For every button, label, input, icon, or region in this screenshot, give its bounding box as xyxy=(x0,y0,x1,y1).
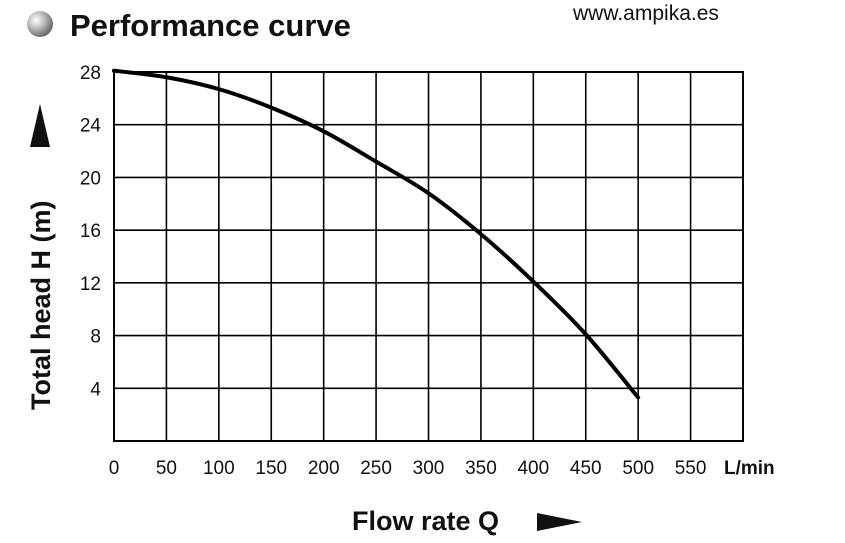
x-tick-label: 400 xyxy=(517,458,549,479)
x-tick-label: 100 xyxy=(203,458,235,479)
y-tick-label: 16 xyxy=(80,221,101,242)
y-tick-label: 12 xyxy=(80,274,101,295)
chart-title: Performance curve xyxy=(70,8,351,43)
x-tick-label: 150 xyxy=(255,458,287,479)
performance-curve-line xyxy=(112,68,641,400)
x-tick-label: 350 xyxy=(465,458,497,479)
curve-layer xyxy=(112,68,641,400)
arrow-up-icon xyxy=(30,104,50,147)
x-unit-label: L/min xyxy=(724,458,775,479)
x-tick-label: 0 xyxy=(109,458,120,479)
x-axis-title: Flow rate Q xyxy=(352,506,499,536)
y-tick-label: 24 xyxy=(80,116,102,137)
y-tick-label: 20 xyxy=(80,168,101,189)
x-tick-label: 500 xyxy=(622,458,654,479)
x-tick-label: 300 xyxy=(413,458,445,479)
gray-sphere-icon xyxy=(27,11,53,37)
x-tick-label: 250 xyxy=(360,458,392,479)
x-tick-label: 450 xyxy=(570,458,602,479)
y-tick-label: 8 xyxy=(90,327,101,348)
x-tick-label: 550 xyxy=(675,458,707,479)
arrow-right-icon xyxy=(537,513,582,531)
y-tick-label: 28 xyxy=(80,63,101,84)
tick-labels: 0 50 100 150 200 250 300 350 400 450 500 550 4 8 12 16 2… xyxy=(80,63,707,479)
y-tick-label: 4 xyxy=(90,379,101,400)
x-tick-label: 200 xyxy=(308,458,340,479)
grid xyxy=(113,71,744,442)
website-url: www.ampika.es xyxy=(572,2,719,25)
y-axis-title: Total head H (m) xyxy=(26,200,56,410)
x-tick-label: 50 xyxy=(156,458,177,479)
